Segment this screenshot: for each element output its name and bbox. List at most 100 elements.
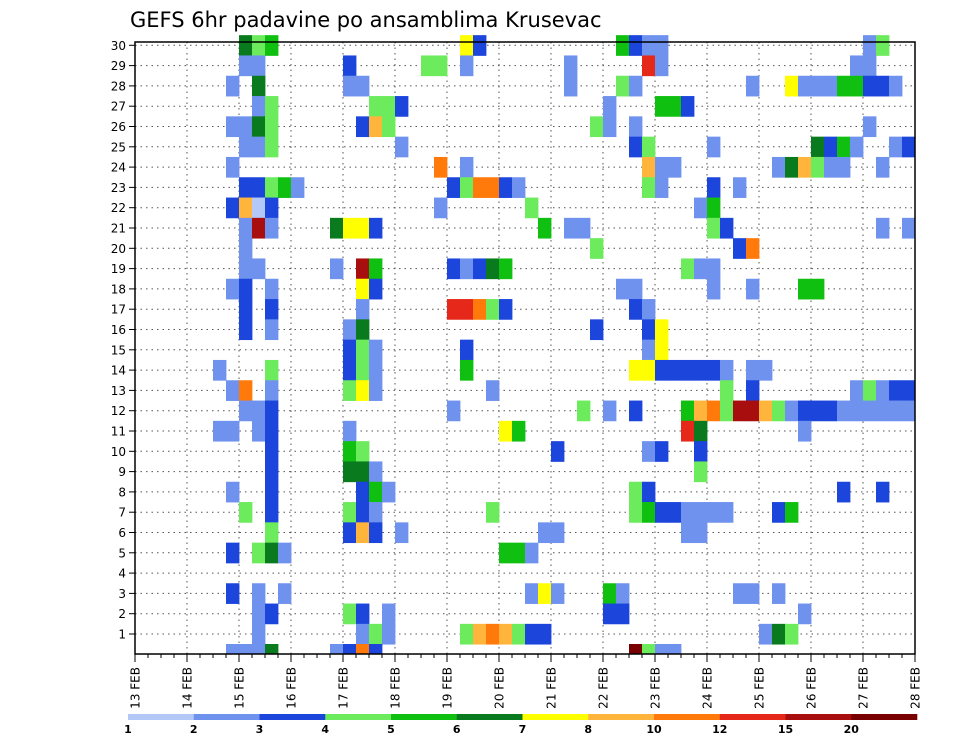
data-cell [356,461,370,483]
data-cell [538,623,552,645]
data-cell [486,623,500,645]
data-cell [343,420,357,442]
data-cell [356,359,370,381]
data-cell [291,177,305,198]
y-tick-label: 20 [111,242,126,256]
data-cell [343,522,357,544]
data-cell [642,481,656,503]
data-cell [226,542,240,564]
data-cell [876,217,890,239]
data-cell [226,156,240,178]
data-cell [824,400,838,422]
data-cell [343,339,357,361]
data-cell [824,75,838,97]
y-tick-label: 19 [111,262,126,276]
data-cell [850,400,864,422]
data-cell [798,156,812,178]
data-cell [226,278,240,300]
data-cell [512,420,526,442]
data-cell [239,136,253,158]
data-cell [707,278,721,300]
data-cell [876,481,890,503]
data-cell [616,278,630,300]
data-cell [382,116,396,138]
data-cell [226,481,240,503]
legend-label: 6 [453,723,461,736]
legend-label: 10 [646,723,662,736]
data-cell [642,156,656,178]
data-cell [642,441,656,462]
data-cells [213,35,916,655]
data-cell [512,623,526,645]
data-cell [733,400,747,422]
data-cell [343,603,357,625]
data-cell [265,197,279,219]
data-cell [447,299,461,320]
data-cell [356,441,370,462]
legend-label: 15 [778,723,793,736]
data-cell [265,380,279,401]
x-tick-label: 21 FEB [545,667,559,709]
data-cell [356,75,370,97]
data-cell [265,96,279,117]
data-cell [785,400,799,422]
data-cell [382,481,396,503]
y-tick-label: 27 [111,100,126,114]
data-cell [239,35,253,56]
data-cell [265,217,279,239]
x-tick-label: 20 FEB [493,667,507,709]
data-cell [460,55,474,77]
data-cell [642,299,656,320]
data-cell [343,644,357,655]
data-cell [382,603,396,625]
data-cell [720,217,734,239]
data-cell [473,299,487,320]
data-cell [551,522,565,544]
data-cell [694,461,708,483]
data-cell [356,258,370,280]
data-cell [707,400,721,422]
data-cell [252,542,266,564]
data-cell [694,522,708,544]
data-cell [863,400,877,422]
data-cell [499,420,513,442]
data-cell [447,177,461,198]
x-tick-label: 22 FEB [597,667,611,709]
x-tick-label: 23 FEB [649,667,663,709]
data-cell [629,136,643,158]
data-cell [356,299,370,320]
data-cell [369,461,383,483]
y-tick-label: 4 [118,567,126,581]
data-cell [265,502,279,523]
data-cell [772,156,786,178]
data-cell [707,258,721,280]
data-cell [538,522,552,544]
data-cell [252,420,266,442]
data-cell [642,35,656,56]
data-cell [278,583,292,604]
data-cell [330,644,344,655]
data-cell [395,136,409,158]
data-cell [772,583,786,604]
data-cell [577,217,591,239]
data-cell [343,502,357,523]
data-cell [226,420,240,442]
data-cell [252,400,266,422]
y-tick-label: 5 [118,546,126,560]
legend-label: 12 [712,723,727,736]
data-cell [252,96,266,117]
data-cell [668,156,682,178]
data-cell [343,441,357,462]
data-cell [551,583,565,604]
data-cell [694,258,708,280]
legend-swatch [719,714,786,720]
data-cell [603,96,617,117]
legend-swatch [193,714,260,720]
data-cell [655,96,669,117]
data-cell [850,75,864,97]
legend-swatch [785,714,852,720]
data-cell [798,603,812,625]
data-cell [252,258,266,280]
data-cell [486,380,500,401]
data-cell [798,420,812,442]
